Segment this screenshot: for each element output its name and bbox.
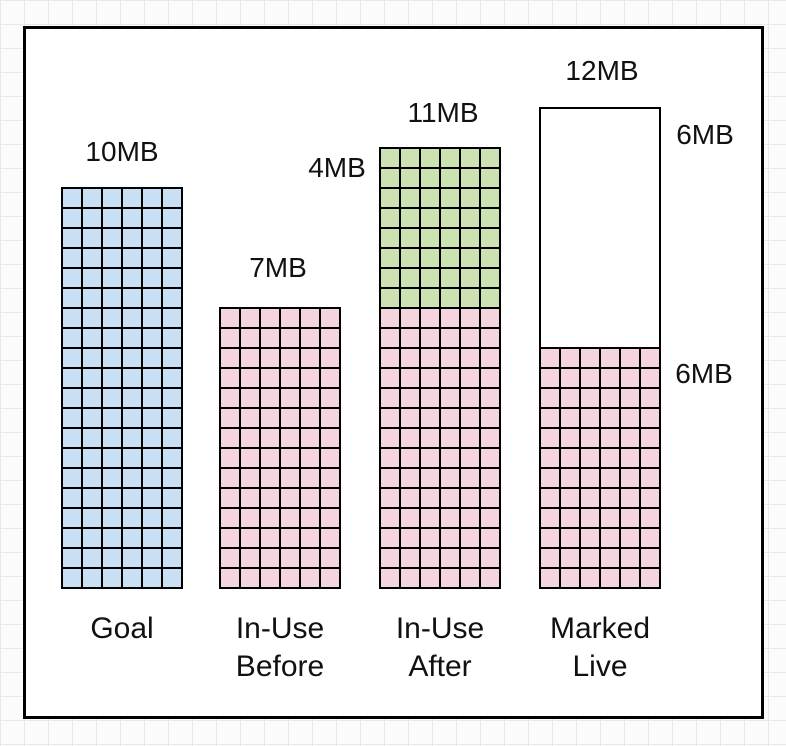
category-label-line: After [408,650,472,683]
category-label-line: Live [572,650,628,683]
segment-marked-live-live [539,347,661,589]
bar-in-use-after [379,147,501,589]
category-label-line: Marked [549,612,651,645]
bar-marked-live [539,107,661,589]
bar-goal [61,187,183,589]
category-label-line: In-Use [395,612,485,645]
value-label-in-use-after-total: 11MB [407,97,479,128]
bar-in-use-before [219,307,341,589]
category-label-in-use-after: In-Use After [396,610,484,686]
category-label-goal: Goal [90,610,153,648]
segment-in-use-after-newly-allocated [379,147,501,309]
segment-goal-goal [61,187,183,589]
category-label-marked-live: Marked Live [550,610,650,686]
value-label-in-use-before-total: 7MB [249,252,307,283]
segment-in-use-after-in-use [379,307,501,589]
value-label-marked-live-total: 12MB [565,55,639,86]
category-label-line: Goal [90,612,154,645]
segment-marked-live-free [539,107,661,349]
category-label-line: In-Use [235,612,325,645]
category-label-in-use-before: In-Use Before [236,610,324,686]
value-label-in-use-after-new: 4MB [308,152,366,183]
category-label-line: Before [235,650,325,683]
value-label-marked-live-live: 6MB [675,358,733,389]
segment-in-use-before-in-use [219,307,341,589]
value-label-marked-live-free: 6MB [676,119,734,150]
value-label-goal-total: 10MB [85,136,159,167]
